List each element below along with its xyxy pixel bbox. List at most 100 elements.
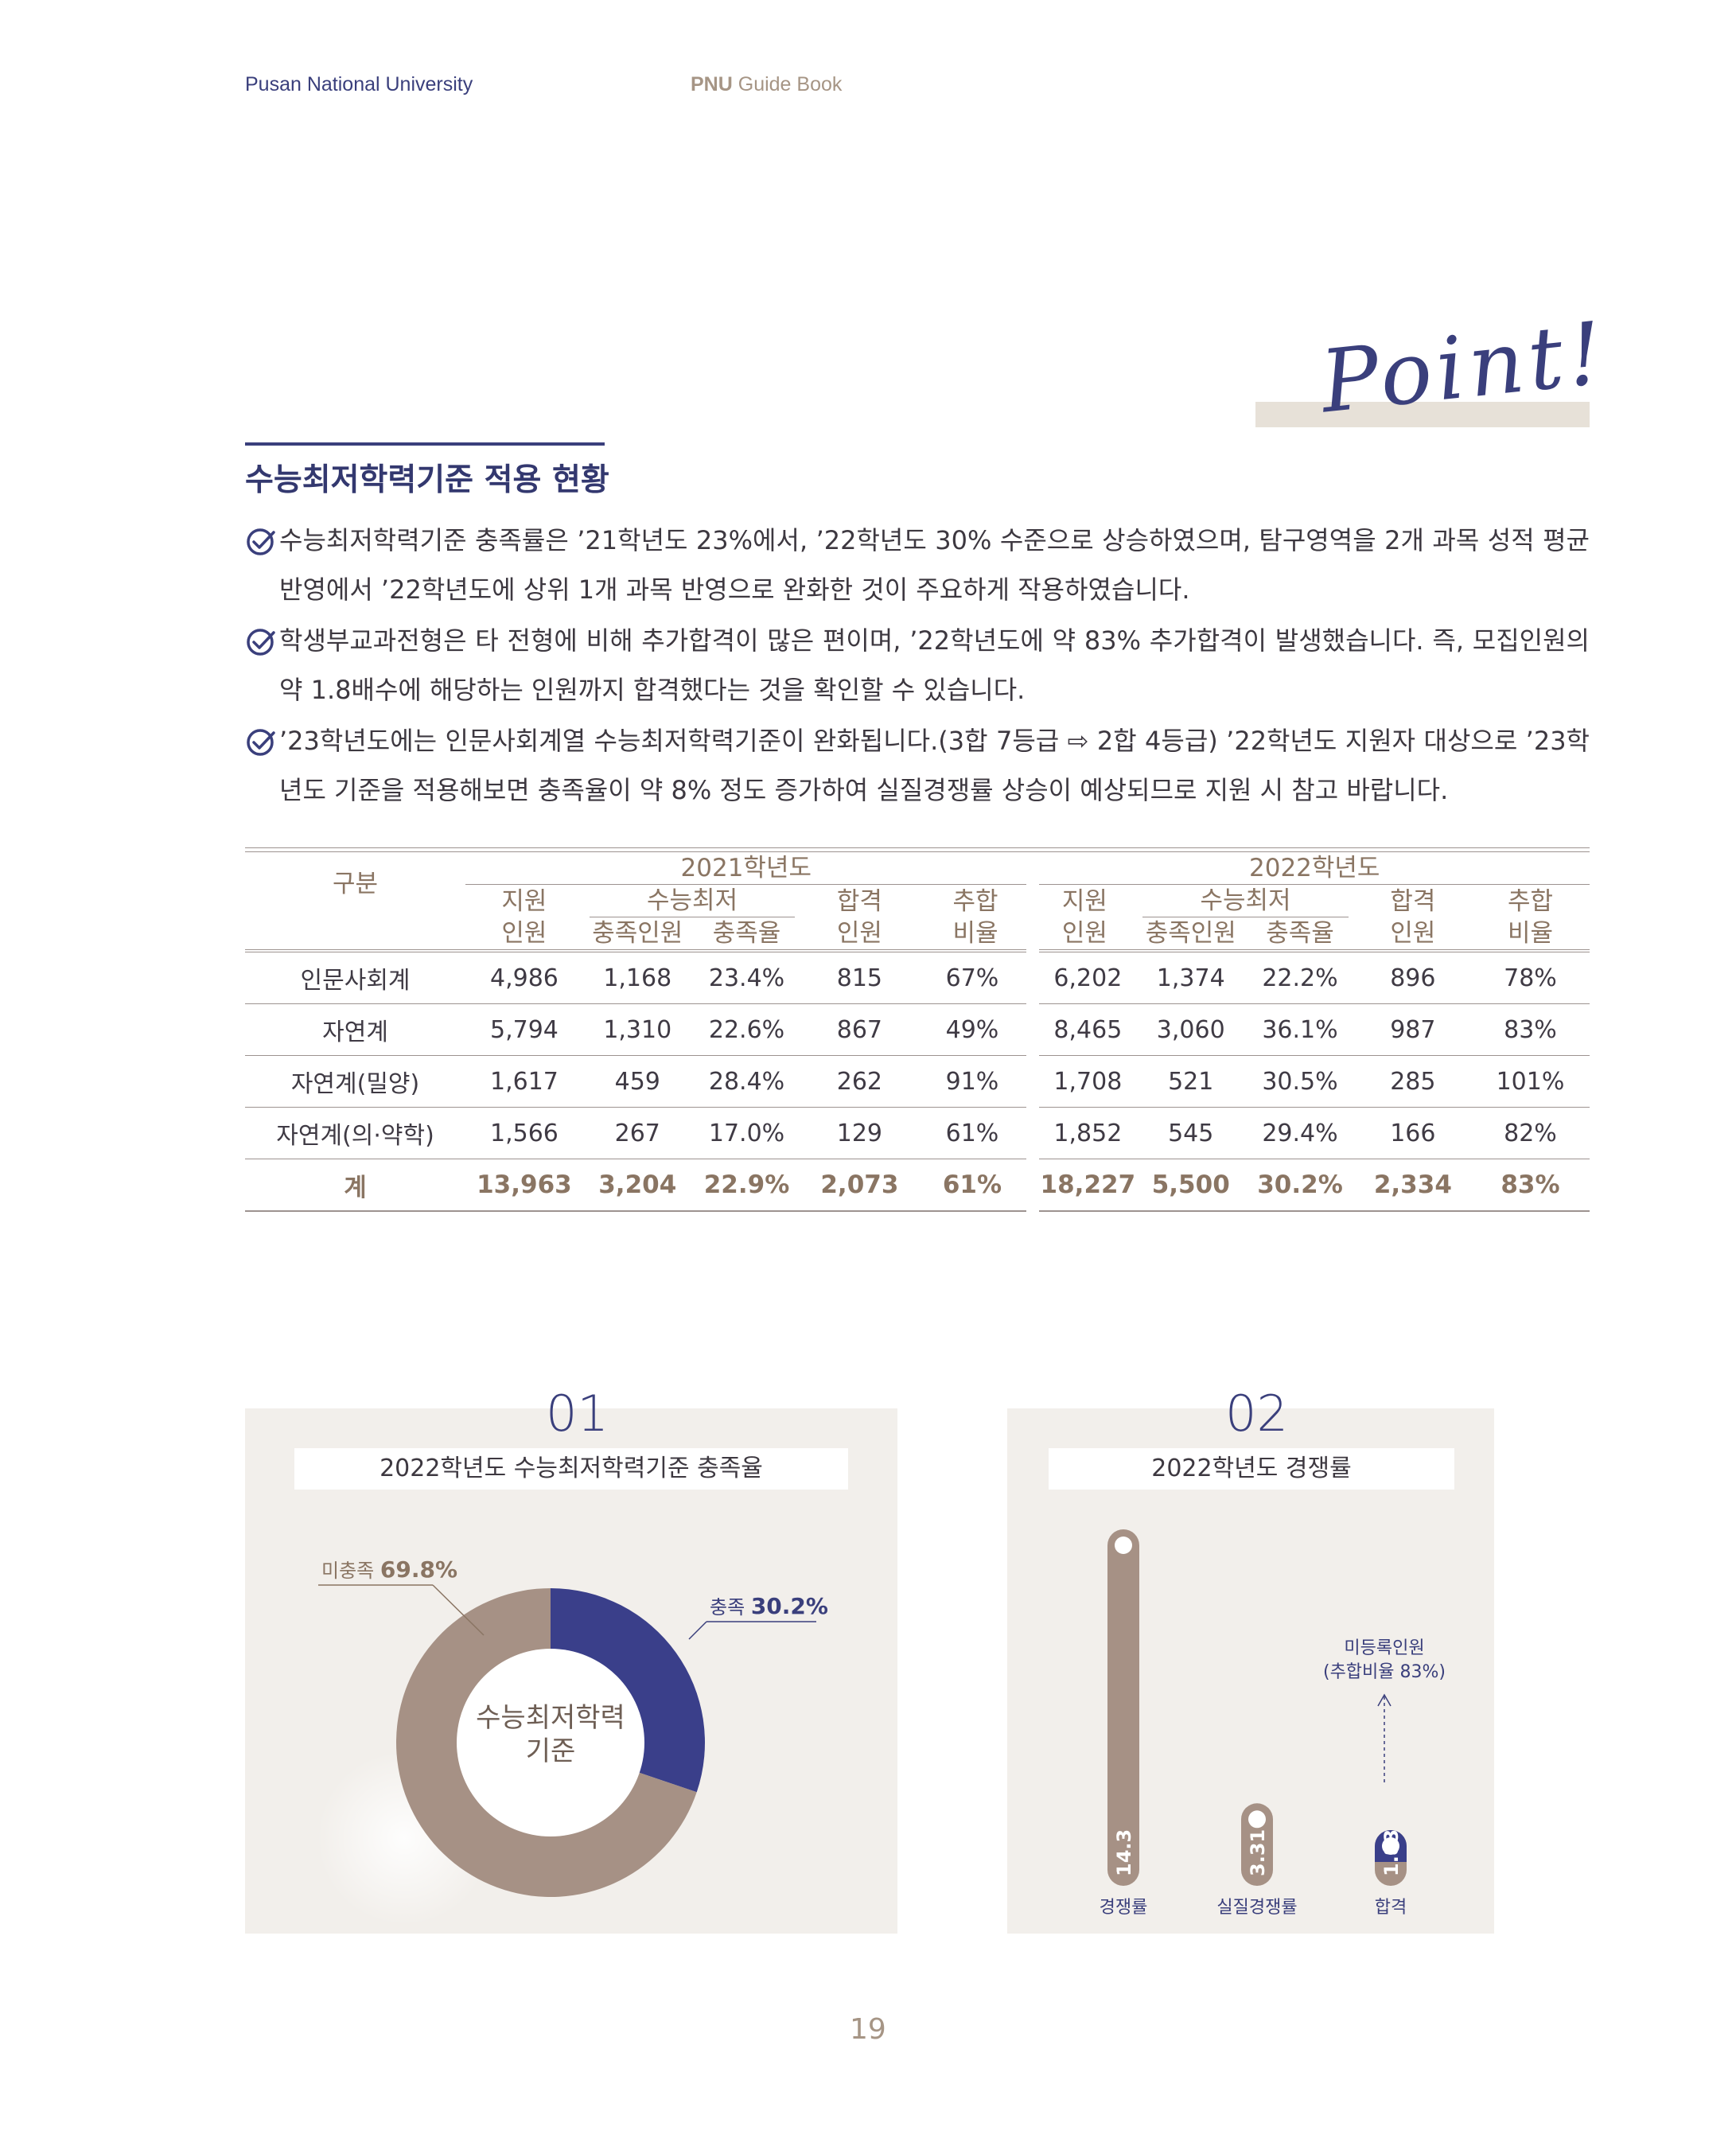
- col-category: 구분: [333, 870, 379, 898]
- panel-number: 02: [1225, 1385, 1288, 1443]
- label-unmet-leader: [432, 1584, 485, 1636]
- table-header-row-1: 지원 수능최저 합격 추합 지원 수능최저 합격 추합: [245, 885, 1590, 917]
- header-2022: 2022학년도: [1033, 852, 1590, 885]
- table-cell: 36.1%: [1245, 1003, 1355, 1056]
- bar-category-label: 합격: [1375, 1898, 1407, 1918]
- section-title: 수능최저학력기준 적용 현황: [245, 462, 609, 498]
- bar: [1241, 1803, 1273, 1886]
- table-cell: 2,334: [1354, 1159, 1471, 1212]
- bullet-item: 수능최저학력기준 충족률은 ’21학년도 23%에서, ’22학년도 30% 수…: [245, 516, 1590, 614]
- header-guidebook-text: Guide Book: [738, 73, 843, 95]
- table-cell: 267: [582, 1107, 692, 1159]
- table-cell: 285: [1354, 1055, 1471, 1108]
- header-guidebook: PNU Guide Book: [691, 73, 842, 96]
- table-row: 자연계(의·약학) 1,566 267 17.0% 129 61% 1,852 545 29.4…: [245, 1107, 1590, 1159]
- bullet-text: ’23학년도에는 인문사회계열 수능최저학력기준이 완화됩니다.(3합 7등급 …: [279, 726, 1590, 805]
- table-cell: 521: [1136, 1055, 1246, 1108]
- table-header-row-2: 인원 충족인원 충족율 인원 비율 인원 충족인원 충족율 인원 비율: [245, 917, 1590, 951]
- header-met-rate: 충족율: [712, 919, 781, 948]
- bar-dot: [1382, 1837, 1399, 1855]
- arrow-up-icon: [1377, 1693, 1392, 1707]
- bullet-text: 수능최저학력기준 충족률은 ’21학년도 23%에서, ’22학년도 30% 수…: [279, 525, 1590, 605]
- note-line2: (추합비율 83%): [1323, 1662, 1446, 1682]
- table-cell: 22.2%: [1245, 951, 1355, 1004]
- table-cell: 129: [801, 1107, 918, 1159]
- table-cell: 4,986: [465, 951, 583, 1004]
- note-line1: 미등록인원: [1344, 1638, 1424, 1658]
- admission-table: 구분 2021학년도 2022학년도 지원 수능최저 합격 추합 지원 수능최저…: [245, 847, 1590, 1212]
- header-pass-2: 인원: [836, 919, 882, 948]
- bar: [1107, 1529, 1139, 1886]
- table-cell: 867: [801, 1003, 918, 1056]
- header-add-2: 비율: [1507, 919, 1553, 948]
- table-cell: 18,227: [1033, 1159, 1137, 1212]
- table-cell: 3,060: [1136, 1003, 1246, 1056]
- table-cell: 5,500: [1136, 1159, 1246, 1212]
- table-cell: 29.4%: [1245, 1107, 1355, 1159]
- row-category: 자연계(밀양): [245, 1055, 466, 1108]
- row-category: 자연계: [245, 1003, 466, 1056]
- bar-value-label: 3.31: [1247, 1829, 1269, 1876]
- bar-value-label: 1.83: [1380, 1829, 1403, 1876]
- header-suneung: 수능최저: [583, 885, 802, 917]
- pie-center-line1: 수능최저학력: [476, 1702, 625, 1734]
- table-cell: 2,073: [801, 1159, 918, 1212]
- table-cell: 22.9%: [691, 1159, 802, 1212]
- header-met-count: 충족인원: [592, 919, 683, 948]
- header-apply: 지원: [501, 886, 547, 916]
- table-cell: 3,204: [582, 1159, 692, 1212]
- table-cell: 166: [1354, 1107, 1471, 1159]
- table-row: 계 13,963 3,204 22.9% 2,073 61% 18,227 5,500 30.2…: [245, 1159, 1590, 1212]
- table-cell: 82%: [1470, 1107, 1590, 1159]
- label-met: 충족 30.2%: [710, 1593, 828, 1619]
- table-cell: 6,202: [1033, 951, 1137, 1004]
- table-cell: 23.4%: [691, 951, 802, 1004]
- header-apply-2: 인원: [501, 919, 547, 948]
- table-cell: 83%: [1470, 1159, 1590, 1212]
- table-cell: 61%: [917, 1159, 1040, 1212]
- check-circle-icon: [247, 528, 275, 555]
- bar-dot: [1115, 1537, 1132, 1554]
- table-cell: 49%: [917, 1003, 1040, 1056]
- table-cell: 987: [1354, 1003, 1471, 1056]
- row-category: 계: [245, 1159, 466, 1212]
- bar-value-label: 14.3: [1113, 1829, 1135, 1876]
- table-cell: 1,310: [582, 1003, 692, 1056]
- header-add-2: 비율: [952, 919, 998, 948]
- panel-number: 01: [546, 1385, 609, 1443]
- table-row: 인문사회계 4,986 1,168 23.4% 815 67% 6,202 1,374 22.2…: [245, 951, 1590, 1004]
- table-top-rule: [245, 847, 1590, 852]
- table-cell: 896: [1354, 951, 1471, 1004]
- bar-category-label: 경쟁률: [1100, 1898, 1148, 1918]
- page-number: 19: [850, 2013, 886, 2046]
- table-cell: 28.4%: [691, 1055, 802, 1108]
- bar-category-label: 실질경쟁률: [1216, 1898, 1297, 1918]
- bullet-text: 학생부교과전형은 타 전형에 비해 추가합격이 많은 편이며, ’22학년도에 …: [279, 625, 1590, 705]
- header-pnu: PNU: [691, 73, 733, 95]
- table-cell: 78%: [1470, 951, 1590, 1004]
- check-circle-icon: [247, 729, 275, 756]
- bar-chart: 14.3 경쟁률 3.31 실질경쟁률 1.83 합격 미등록인원 (추합비율 83%): [1100, 1529, 1446, 1918]
- pie-hole: [457, 1649, 644, 1836]
- table-row: 자연계(밀양) 1,617 459 28.4% 262 91% 1,708 521 30.5% 2…: [245, 1055, 1590, 1108]
- pie-center-line2: 기준: [526, 1735, 576, 1767]
- header-2021: 2021학년도: [465, 852, 1040, 885]
- header-met-rate: 충족율: [1266, 919, 1334, 948]
- table-cell: 91%: [917, 1055, 1040, 1108]
- label-unmet: 미충족 69.8%: [321, 1556, 457, 1583]
- bullet-item: ’23학년도에는 인문사회계열 수능최저학력기준이 완화됩니다.(3합 7등급 …: [245, 716, 1590, 815]
- table-cell: 545: [1136, 1107, 1246, 1159]
- table-cell: 815: [801, 951, 918, 1004]
- title-rule: [245, 442, 605, 446]
- header-apply-2: 인원: [1061, 919, 1107, 948]
- table-cell: 8,465: [1033, 1003, 1137, 1056]
- table-cell: 1,374: [1136, 951, 1246, 1004]
- table-cell: 17.0%: [691, 1107, 802, 1159]
- bar-dot: [1248, 1810, 1266, 1829]
- table-cell: 61%: [917, 1107, 1040, 1159]
- table-cell: 1,852: [1033, 1107, 1137, 1159]
- header-suneung: 수능최저: [1136, 885, 1355, 917]
- header-add: 추합: [952, 886, 998, 916]
- header-university: Pusan National University: [245, 73, 473, 95]
- table-cell: 13,963: [465, 1159, 583, 1212]
